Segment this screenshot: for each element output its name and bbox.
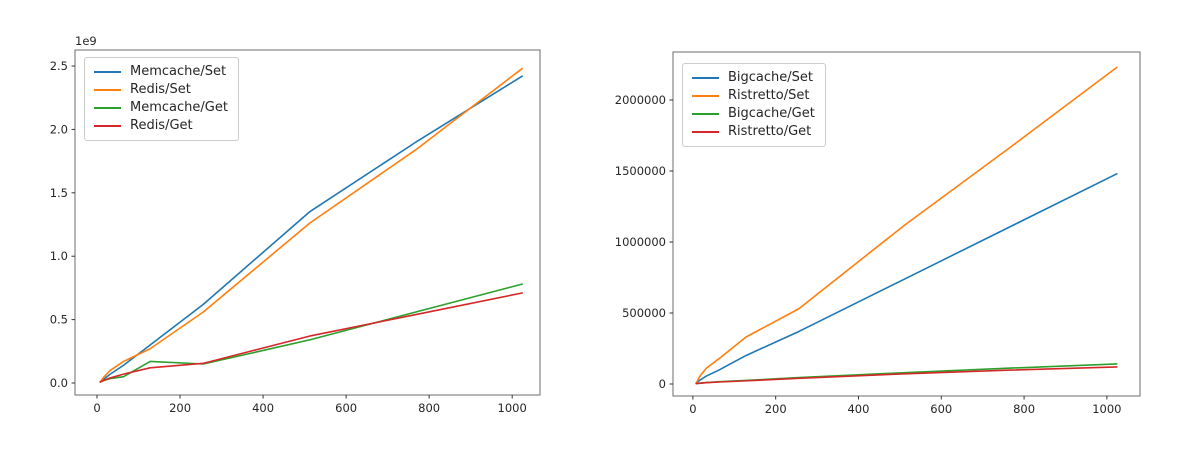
y-tick-label: 1000000 bbox=[615, 235, 666, 249]
x-tick-label: 400 bbox=[847, 402, 869, 416]
legend-label: Bigcache/Set bbox=[728, 70, 814, 85]
legend-item: Bigcache/Get bbox=[692, 105, 815, 123]
legend-item: Redis/Get bbox=[94, 117, 228, 135]
legend-item: Ristretto/Set bbox=[692, 87, 815, 105]
x-tick-label: 200 bbox=[765, 402, 787, 416]
legend-label: Ristretto/Set bbox=[728, 88, 810, 103]
legend-label: Bigcache/Get bbox=[728, 106, 815, 121]
x-tick-label: 400 bbox=[252, 401, 274, 415]
x-tick-label: 800 bbox=[1013, 402, 1035, 416]
y-tick-label: 0.0 bbox=[50, 376, 68, 390]
y-tick-label: 1.0 bbox=[50, 249, 68, 263]
x-tick-label: 600 bbox=[335, 401, 357, 415]
legend-line-swatch bbox=[692, 113, 719, 115]
y-tick-label: 0 bbox=[659, 377, 666, 391]
legend-label: Redis/Get bbox=[130, 118, 193, 133]
legend-line-swatch bbox=[94, 89, 121, 91]
y-tick-label: 500000 bbox=[622, 306, 666, 320]
right-chart-legend: Bigcache/Set Ristretto/Set Bigcache/Get Ris… bbox=[682, 63, 826, 147]
y-tick-label: 2.5 bbox=[50, 59, 68, 73]
left-chart-legend: Memcache/Set Redis/Set Memcache/Get Redis/G… bbox=[84, 57, 239, 141]
legend-item: Memcache/Get bbox=[94, 99, 228, 117]
series-line-redis-get bbox=[99, 292, 523, 383]
legend-line-swatch bbox=[94, 107, 121, 109]
y-tick-label: 0.5 bbox=[50, 313, 68, 327]
legend-line-swatch bbox=[692, 77, 719, 79]
legend-line-swatch bbox=[94, 71, 121, 73]
legend-line-swatch bbox=[94, 125, 121, 127]
legend-item: Bigcache/Set bbox=[692, 69, 815, 87]
y-tick-label: 2.0 bbox=[50, 122, 68, 136]
x-tick-label: 800 bbox=[418, 401, 440, 415]
legend-line-swatch bbox=[692, 131, 719, 133]
x-tick-label: 200 bbox=[169, 401, 191, 415]
series-line-memcache-set bbox=[99, 75, 523, 383]
legend-label: Memcache/Get bbox=[130, 100, 228, 115]
series-line-ristretto-set bbox=[695, 66, 1118, 385]
x-tick-label: 0 bbox=[93, 401, 100, 415]
left-chart-axes-box bbox=[74, 49, 541, 396]
series-line-ristretto-get bbox=[695, 366, 1118, 385]
series-line-bigcache-set bbox=[695, 173, 1118, 385]
x-tick-label: 600 bbox=[930, 402, 952, 416]
legend-line-swatch bbox=[692, 95, 719, 97]
y-tick-label: 1500000 bbox=[615, 164, 666, 178]
x-tick-label: 1000 bbox=[498, 401, 527, 415]
series-line-redis-set bbox=[99, 67, 523, 383]
legend-label: Redis/Set bbox=[130, 82, 191, 97]
y-axis-offset-label: 1e9 bbox=[75, 34, 97, 48]
right-chart-axes-box bbox=[672, 51, 1141, 397]
legend-label: Ristretto/Get bbox=[728, 124, 812, 139]
x-tick-label: 1000 bbox=[1092, 402, 1121, 416]
legend-item: Memcache/Set bbox=[94, 63, 228, 81]
y-tick-label: 2000000 bbox=[615, 93, 666, 107]
y-tick-label: 1.5 bbox=[50, 186, 68, 200]
legend-item: Redis/Set bbox=[94, 81, 228, 99]
x-tick-label: 0 bbox=[689, 402, 696, 416]
legend-item: Ristretto/Get bbox=[692, 123, 815, 141]
legend-label: Memcache/Set bbox=[130, 64, 227, 79]
